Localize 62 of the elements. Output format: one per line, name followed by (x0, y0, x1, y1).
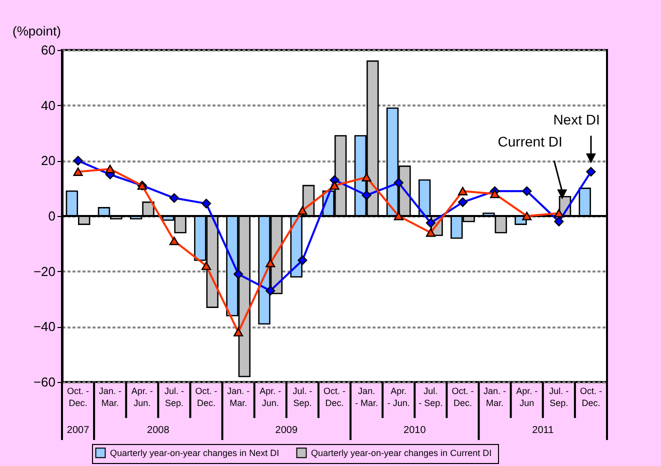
x-tick-label: Oct. - Dec. (324, 386, 346, 408)
x-tick-label: Jan. - Mar. (227, 386, 250, 408)
point (394, 178, 404, 188)
x-tick-label: Oct. - Dec. (67, 386, 90, 408)
text: 2011 (532, 425, 554, 436)
y-tick-label: −60 (33, 374, 56, 390)
point (554, 209, 564, 218)
x-tick-label: Jul. - Sep. (292, 386, 312, 408)
point (458, 197, 468, 207)
point (298, 255, 308, 266)
point (105, 164, 115, 174)
point (586, 166, 596, 177)
point (490, 190, 500, 198)
point (426, 228, 436, 237)
point (554, 216, 564, 226)
point (426, 218, 436, 228)
point (201, 262, 212, 270)
point (169, 193, 179, 203)
y-tick-label: 0 (48, 208, 56, 224)
x-tick-label: Oct. - Dec. (580, 386, 602, 408)
legend-label: Quarterly year-on-year changes in Current DI (311, 448, 492, 458)
x-tick-label: Jul. - Sep. (164, 386, 184, 408)
point (394, 212, 404, 220)
x-tick-label: Apr. - Jun (516, 386, 538, 408)
x-tick-label: Apr. - Jun. (131, 386, 153, 408)
text: 2009 (275, 425, 298, 436)
text: 2007 (66, 425, 90, 436)
annotation: Next DI (553, 111, 600, 128)
point (458, 186, 468, 196)
x-tick-label: Jul. - Sep. (549, 386, 569, 408)
point (362, 190, 372, 200)
x-tick-label: Jan. - Mar. (355, 386, 378, 408)
point (298, 206, 308, 215)
y-tick-label: 40 (41, 98, 56, 113)
y-tick-label: −40 (33, 319, 56, 334)
text: 2008 (147, 425, 170, 436)
point (266, 286, 276, 296)
y-axis-title: (%point) (12, 24, 61, 38)
x-tick-label: Apr. - Jun. (387, 386, 410, 408)
legend-label: Quarterly year-on-year changes in Next DI (110, 448, 280, 458)
point (522, 212, 532, 220)
x-tick-label: Apr. - Jun. (260, 386, 282, 408)
point (330, 181, 340, 190)
point (522, 186, 532, 196)
y-tick-label: 60 (41, 42, 56, 58)
y-tick-label: −20 (33, 264, 56, 279)
x-tick-label: Jan. - Mar. (484, 386, 506, 408)
x-tick-label: Jul. - Sep. (418, 386, 443, 408)
x-tick-label: Oct. - Dec. (452, 386, 474, 408)
point (266, 258, 276, 268)
x-tick-label: Jan. - Mar. (98, 386, 122, 408)
point (234, 328, 244, 336)
point (73, 168, 83, 176)
text: 2010 (404, 425, 426, 436)
annotation: Current DI (498, 134, 562, 150)
y-tick-label: 20 (41, 153, 56, 168)
point (73, 156, 83, 166)
x-tick-label: Oct. - Dec. (195, 386, 218, 408)
point (169, 236, 179, 246)
point (234, 269, 244, 279)
point (201, 198, 212, 208)
point (362, 173, 372, 182)
